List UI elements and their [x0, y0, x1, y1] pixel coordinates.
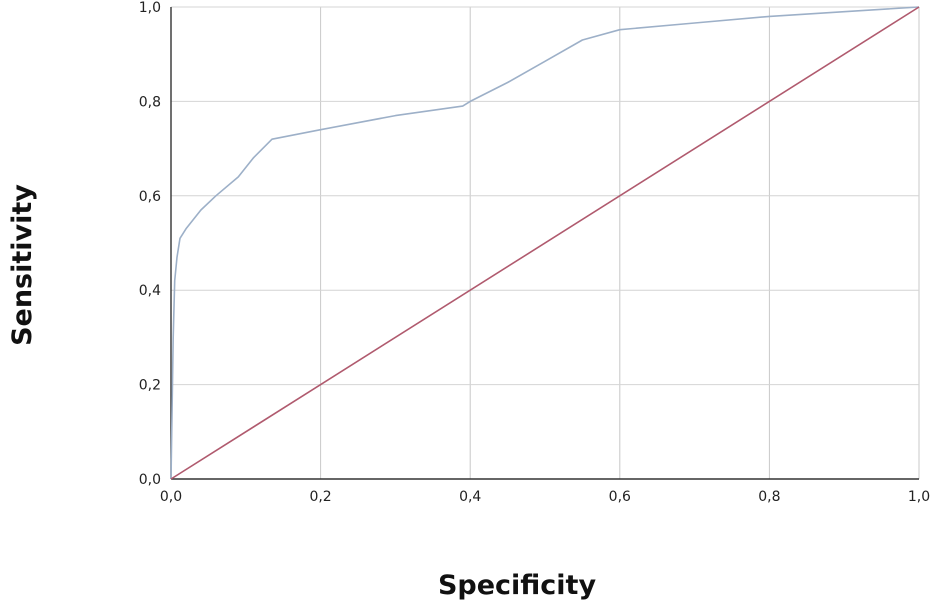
x-tick-label: 0,0: [160, 489, 182, 505]
y-tick-label: 0,4: [139, 283, 161, 299]
reference-diagonal-line: [170, 6, 920, 480]
x-tick-label: 0,4: [459, 489, 481, 505]
y-tick-label: 0,2: [139, 378, 161, 394]
y-tick-label: 0,6: [139, 189, 161, 205]
x-tick-label: 0,8: [758, 489, 780, 505]
roc-curve-line: [170, 6, 920, 480]
x-tick-labels: 0,0 0,2 0,4 0,6 0,8 1,0: [160, 489, 930, 505]
axes: [170, 7, 919, 480]
y-tick-label: 0,8: [139, 94, 161, 110]
series-lines: [170, 6, 920, 480]
y-axis-title: Sensitivity: [7, 184, 38, 346]
y-tick-label: 0,0: [139, 472, 161, 488]
y-tick-label: 1,0: [139, 0, 161, 16]
x-tick-label: 0,6: [609, 489, 631, 505]
x-axis-title: Specificity: [438, 570, 597, 601]
x-tick-label: 0,2: [309, 489, 331, 505]
x-tick-label: 1,0: [908, 489, 930, 505]
y-tick-labels: 0,0 0,2 0,4 0,6 0,8 1,0: [139, 0, 161, 488]
